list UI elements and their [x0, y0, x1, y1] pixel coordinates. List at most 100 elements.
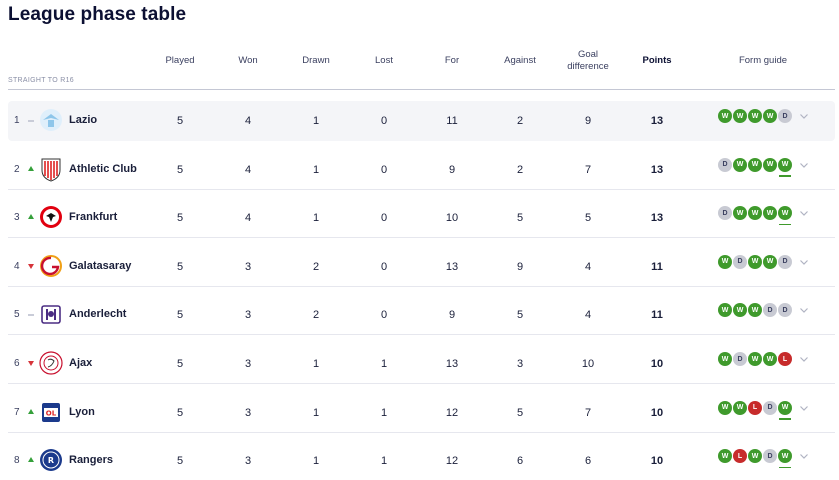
- drawn: 1: [312, 212, 320, 225]
- goal-difference: 10: [581, 358, 595, 370]
- drawn: 1: [312, 455, 320, 468]
- rank: 2: [14, 163, 20, 175]
- form-badge-win: W: [733, 157, 747, 172]
- goals-against: 2: [516, 115, 524, 127]
- played: 5: [176, 455, 184, 468]
- points: 13: [650, 115, 664, 127]
- team-name[interactable]: Athletic Club: [69, 162, 137, 175]
- drawn: 1: [312, 406, 320, 419]
- drawn: 1: [312, 358, 320, 370]
- lost: 0: [380, 212, 388, 225]
- chevron-down-icon[interactable]: [799, 257, 809, 267]
- header-goal-difference-line1: Goal: [577, 49, 599, 60]
- team-name[interactable]: Anderlecht: [69, 308, 127, 321]
- movement-down-icon: [28, 361, 34, 366]
- movement-up-icon: [28, 214, 34, 220]
- lost: 1: [380, 358, 388, 370]
- form-badge-win: W: [748, 254, 762, 269]
- chevron-down-icon[interactable]: [799, 111, 809, 121]
- drawn: 1: [312, 115, 320, 127]
- form-badge-win: W: [718, 109, 732, 123]
- form-badge-win: W: [748, 109, 762, 123]
- form-badge-win: W: [778, 449, 792, 469]
- chevron-down-icon[interactable]: [799, 160, 809, 170]
- movement-up-icon: [28, 408, 34, 414]
- drawn: 2: [312, 260, 320, 273]
- team-name[interactable]: Galatasaray: [69, 259, 132, 272]
- header-against: Against: [504, 55, 536, 66]
- svg-text:R: R: [48, 456, 54, 465]
- chevron-down-icon[interactable]: [799, 305, 809, 315]
- movement-up-icon: [28, 457, 34, 463]
- goals-for: 10: [445, 212, 459, 225]
- qualification-divider: [8, 89, 835, 90]
- lyon-crest-icon: OL: [42, 402, 60, 422]
- team-name[interactable]: Lyon: [69, 405, 95, 418]
- won: 3: [244, 260, 252, 273]
- points: 10: [650, 358, 664, 370]
- form-badge-loss: L: [733, 449, 747, 464]
- frankfurt-crest-icon: [40, 206, 62, 229]
- rank: 8: [14, 455, 20, 467]
- header-drawn: Drawn: [302, 55, 330, 66]
- played: 5: [176, 115, 184, 127]
- goals-against: 5: [516, 212, 524, 225]
- played: 5: [176, 212, 184, 225]
- athletic-club-crest-icon: [41, 158, 61, 182]
- lost: 0: [380, 260, 388, 273]
- chevron-down-icon[interactable]: [799, 354, 809, 364]
- drawn: 2: [312, 309, 320, 322]
- rangers-crest-icon: R: [40, 449, 62, 472]
- rank: 6: [14, 358, 20, 369]
- rank: 5: [14, 309, 20, 321]
- chevron-down-icon[interactable]: [799, 208, 809, 218]
- points: 10: [650, 406, 664, 419]
- goal-difference: 9: [584, 115, 592, 127]
- team-name[interactable]: Rangers: [69, 454, 114, 467]
- team-name[interactable]: Frankfurt: [69, 211, 118, 224]
- goal-difference: 7: [584, 406, 592, 419]
- lost: 0: [380, 115, 388, 127]
- chevron-down-icon[interactable]: [799, 451, 809, 461]
- goals-for: 12: [445, 406, 459, 419]
- lost: 1: [380, 406, 388, 419]
- qualification-label: STRAIGHT TO R16: [8, 77, 74, 84]
- form-badge-win: W: [718, 303, 732, 318]
- galatasaray-crest-icon: [40, 254, 62, 277]
- form-badge-draw: D: [763, 449, 777, 464]
- played: 5: [176, 358, 184, 370]
- form-badge-win: W: [748, 206, 762, 221]
- form-badge-win: W: [778, 400, 792, 420]
- movement-same-icon: [28, 314, 34, 317]
- ajax-crest-icon: [39, 351, 63, 375]
- goals-against: 6: [516, 455, 524, 468]
- goal-difference: 6: [584, 455, 592, 468]
- form-badge-win: W: [718, 352, 732, 366]
- form-badge-win: W: [748, 449, 762, 464]
- goals-against: 5: [516, 309, 524, 322]
- team-name[interactable]: Ajax: [69, 357, 93, 369]
- points: 10: [650, 455, 664, 468]
- team-name[interactable]: Lazio: [69, 114, 98, 126]
- form-badge-win: W: [778, 206, 792, 226]
- won: 3: [244, 406, 252, 419]
- played: 5: [176, 260, 184, 273]
- header-points: Points: [642, 55, 672, 66]
- chevron-down-icon[interactable]: [799, 403, 809, 413]
- played: 5: [176, 406, 184, 419]
- lost: 1: [380, 455, 388, 468]
- header-for: For: [444, 55, 460, 66]
- form-badge-draw: D: [763, 400, 777, 415]
- form-badge-win: W: [733, 400, 747, 415]
